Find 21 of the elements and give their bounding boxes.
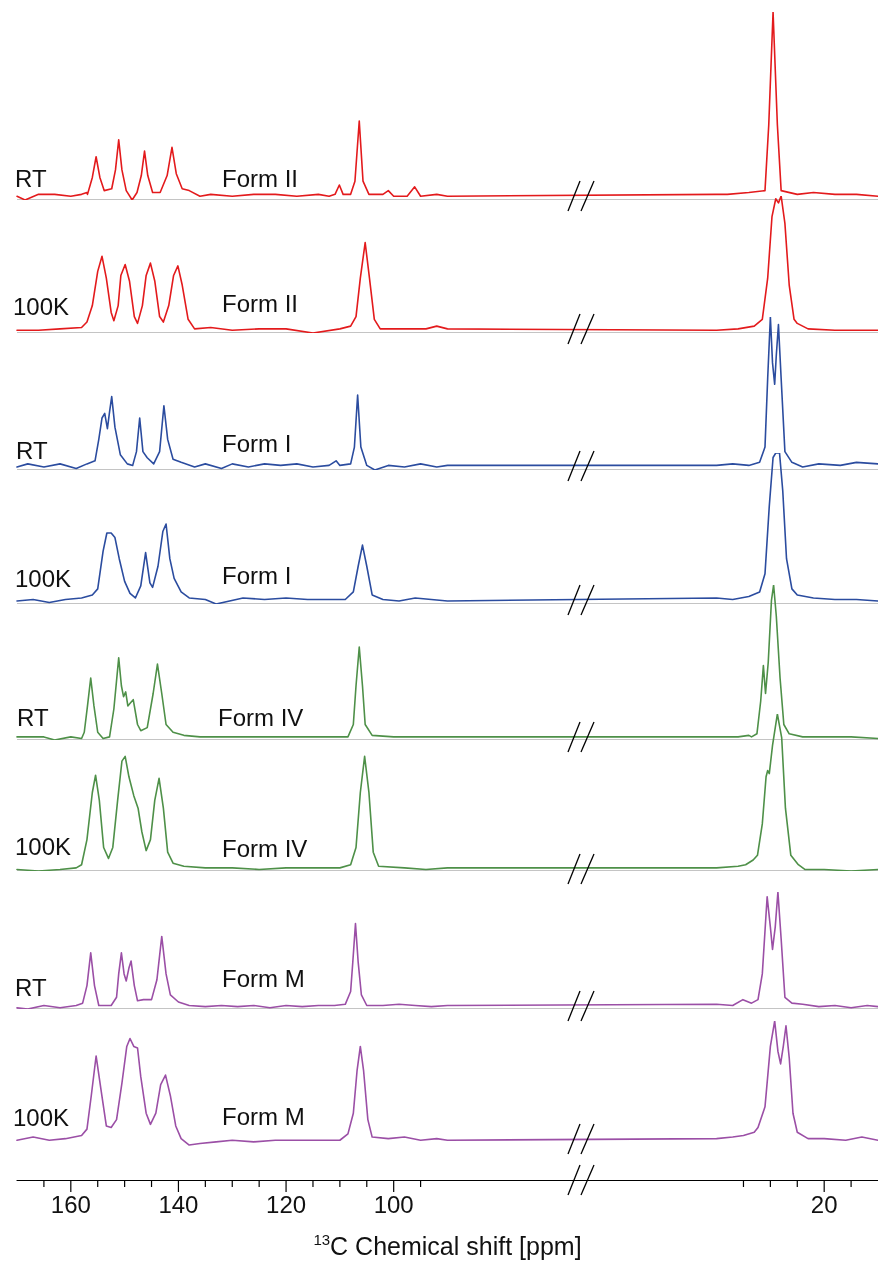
annotation: Form II bbox=[222, 164, 298, 192]
annotation: Form IV bbox=[222, 834, 308, 862]
annotation: Form IV bbox=[218, 703, 304, 731]
x-tick-label: 140 bbox=[158, 1190, 199, 1218]
annotation: Form M bbox=[222, 1102, 305, 1130]
annotation: Form M bbox=[222, 964, 305, 992]
annotation: RT bbox=[15, 164, 47, 192]
x-tick-label: 100 bbox=[373, 1190, 414, 1218]
annotation: RT bbox=[17, 703, 49, 731]
annotation: RT bbox=[16, 436, 48, 464]
annotation: RT bbox=[15, 973, 47, 1001]
annotation: Form I bbox=[222, 561, 292, 589]
annotation: 100K bbox=[13, 292, 70, 320]
x-tick-label: 160 bbox=[50, 1190, 91, 1218]
annotation: 100K bbox=[15, 832, 72, 860]
annotation: 100K bbox=[13, 1103, 70, 1131]
x-tick-label: 120 bbox=[266, 1190, 307, 1218]
annotation: Form I bbox=[222, 429, 292, 457]
annotation: 100K bbox=[15, 564, 72, 592]
x-tick-label: 20 bbox=[810, 1190, 838, 1218]
annotation: Form II bbox=[222, 289, 298, 317]
